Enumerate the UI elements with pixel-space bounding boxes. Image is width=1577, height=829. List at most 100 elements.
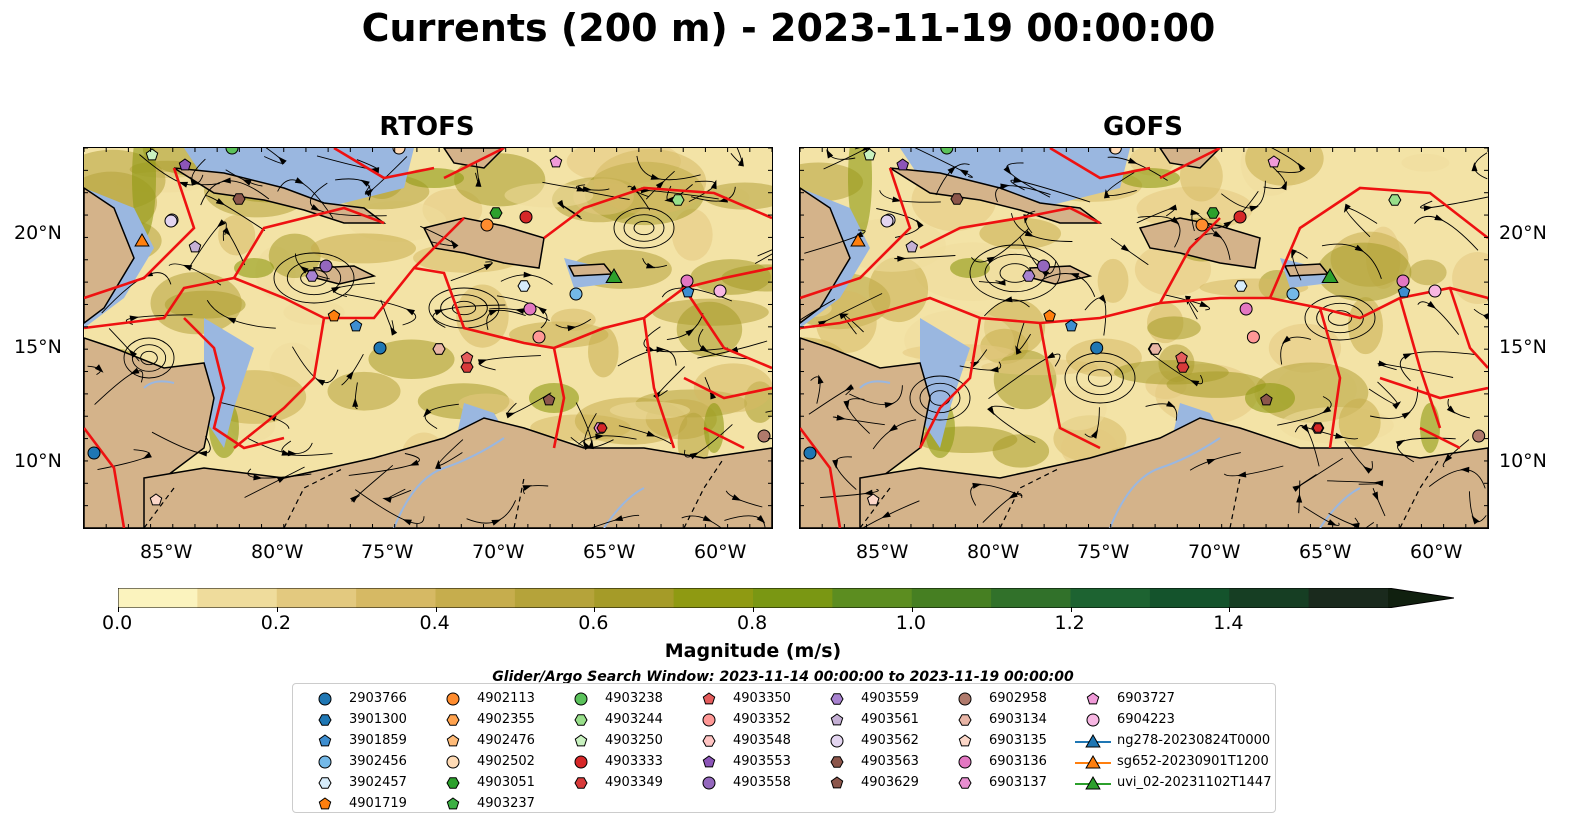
- eddy-streamline: [123, 337, 175, 379]
- legend-label: 4903559: [861, 691, 919, 706]
- streamline-arrow: [423, 408, 432, 418]
- lat-tick-left-10: 10°N: [14, 450, 62, 472]
- float-marker-4903559: [1022, 270, 1036, 282]
- legend-marker-4903559: [830, 693, 844, 705]
- legend-marker-3902456: [318, 755, 332, 769]
- streamline-arrow: [685, 328, 695, 337]
- legend-marker-6903137: [958, 777, 972, 789]
- streamline-arrow: [94, 364, 104, 373]
- colorbar-tick: 0.0: [102, 612, 133, 634]
- float-marker-4902502: [1108, 148, 1122, 155]
- river: [393, 437, 505, 528]
- legend-label: 4903051: [477, 775, 535, 790]
- streamline-arrow: [190, 176, 198, 186]
- eez-boundary: [682, 287, 772, 370]
- streamline-arrow: [1280, 180, 1287, 191]
- legend-label: 6903136: [989, 754, 1047, 769]
- shelf-area: [920, 318, 970, 448]
- legend-marker-3901859: [318, 734, 332, 747]
- streamline-arrow: [884, 402, 894, 408]
- streamline-arrow: [1402, 353, 1413, 360]
- streamline-arrow: [475, 177, 482, 187]
- streamline-arrow: [1378, 360, 1388, 367]
- float-marker-4903558: [1037, 259, 1051, 273]
- eez-boundary: [703, 426, 745, 450]
- legend-label: ng278-20230824T0000: [1117, 733, 1271, 748]
- float-marker-6903727: [549, 155, 563, 168]
- streamline-arrow: [1427, 301, 1437, 309]
- legend-marker-6903136: [958, 755, 972, 769]
- streamline-arrow: [364, 188, 374, 197]
- colorbar-segment: [276, 588, 357, 608]
- legend-label: 4903561: [861, 712, 919, 727]
- streamline-arrow: [1297, 162, 1306, 172]
- legend-marker-4903244: [574, 714, 588, 726]
- legend-marker-4903553: [702, 755, 716, 768]
- river: [859, 380, 891, 389]
- current-magnitude-patch: [347, 201, 447, 242]
- eez-boundary: [552, 347, 566, 449]
- streamline-arrow: [253, 474, 263, 481]
- streamline-arrow: [226, 317, 237, 324]
- legend-marker-4902502: [446, 755, 460, 769]
- colorbar-tick: 0.4: [419, 612, 450, 634]
- streamline-arrow: [370, 167, 380, 174]
- streamline-arrow: [1334, 432, 1345, 439]
- streamline-arrow: [832, 459, 839, 469]
- streamline-arrow: [390, 326, 398, 336]
- streamline-arrow: [1045, 352, 1056, 359]
- legend-marker-4903238: [574, 692, 588, 706]
- streamline-arrow: [1434, 214, 1444, 221]
- legend-label: 4901719: [349, 796, 407, 811]
- eez-boundary: [1159, 148, 1221, 180]
- float-marker-4903563: [232, 193, 246, 205]
- streamline-arrow: [1343, 203, 1351, 213]
- lon-tick-80-rtofs: 80°W: [251, 541, 304, 563]
- streamline-arrow: [488, 309, 498, 316]
- current-magnitude-patch: [800, 162, 864, 202]
- legend-label: 4903237: [477, 796, 535, 811]
- streamline-arrow: [142, 452, 152, 459]
- streamline-arrow: [1296, 493, 1303, 503]
- current-magnitude-patch: [693, 363, 772, 413]
- colorbar-tick-mark: [118, 607, 119, 612]
- streamline-arrow: [483, 263, 493, 270]
- legend-marker-2903766: [318, 692, 332, 706]
- legend-marker-4903250: [574, 734, 588, 747]
- legend-label: 4902113: [477, 691, 535, 706]
- float-marker-6904223: [1428, 284, 1442, 298]
- colorbar-segment: [673, 588, 754, 608]
- float-marker-3902456: [1286, 287, 1300, 301]
- colorbar-segment: [991, 588, 1071, 608]
- colorbar-tick: 0.6: [578, 612, 609, 634]
- eddy-streamline: [984, 253, 1046, 293]
- streamline-arrow: [1322, 406, 1332, 414]
- lon-tick-85-gofs: 85°W: [856, 541, 909, 563]
- float-marker-4903333-b: [1312, 423, 1324, 433]
- legend-label: 4903349: [605, 775, 663, 790]
- colorbar-segment: [118, 588, 198, 608]
- streamline-arrow: [989, 366, 999, 373]
- float-marker-2903766-b: [87, 446, 101, 460]
- streamline-arrow: [350, 494, 359, 503]
- streamline-arrow: [299, 265, 309, 274]
- current-magnitude-patch: [1409, 259, 1447, 286]
- float-marker-4903553: [178, 158, 192, 171]
- legend-marker-6902958: [958, 692, 972, 706]
- streamline-arrow: [702, 515, 713, 522]
- land-mass: [1138, 217, 1261, 269]
- streamline-arrow: [477, 359, 488, 366]
- lon-tick-70-gofs: 70°W: [1188, 541, 1241, 563]
- legend-label: 6903727: [1117, 691, 1175, 706]
- river: [143, 380, 175, 389]
- eez-boundary: [183, 317, 285, 450]
- magnitude-colorbar: [117, 587, 1455, 609]
- streamline-arrow: [897, 255, 907, 262]
- streamline-arrow: [844, 384, 854, 391]
- current-magnitude-patch: [1199, 278, 1309, 297]
- streamline-arrow: [514, 308, 525, 315]
- eddy-streamline: [1327, 310, 1353, 326]
- eddy-streamline: [919, 382, 961, 414]
- eddy-streamline: [140, 350, 158, 366]
- streamline-arrow: [221, 177, 231, 184]
